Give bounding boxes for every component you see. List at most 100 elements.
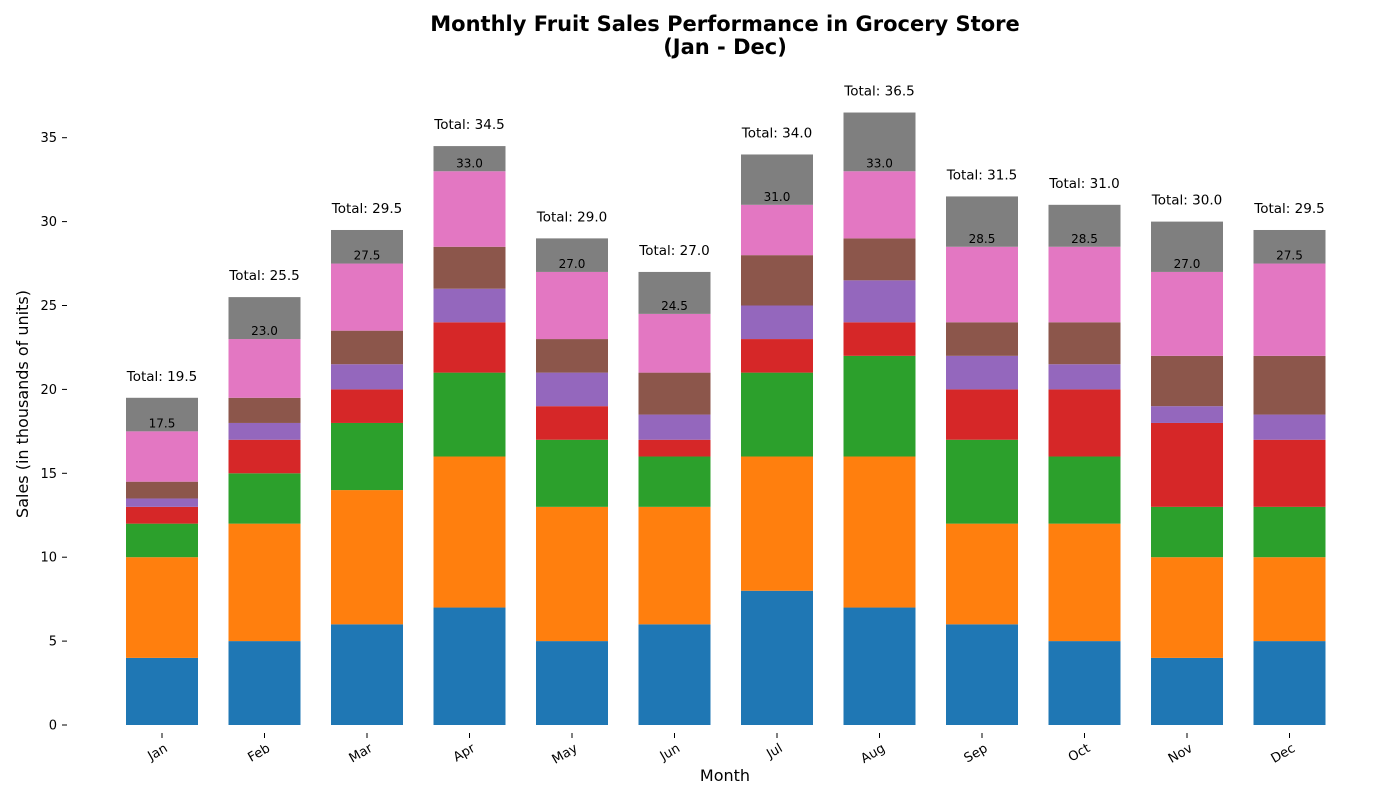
bar-segment-nov-3 [1151,506,1223,558]
total-label: Total: 34.5 [433,117,504,133]
bar-segment-mar-8 [331,229,403,264]
bar-segment-oct-5 [1048,364,1121,390]
x-tick-label: Feb [245,741,272,766]
bar-segment-aug-5 [843,280,916,323]
bar-segment-jul-8 [741,154,813,205]
total-label: Total: 31.5 [946,167,1017,183]
bar-segment-apr-2 [433,456,506,608]
bar-segment-oct-8 [1048,204,1121,247]
bar-segment-jun-6 [638,372,711,415]
y-axis: 0 5 10 15 20 25 30 35 [40,131,67,734]
bar-segment-aug-4 [843,322,916,356]
bars-layer [126,112,1326,725]
bar-segment-jan-8 [126,397,198,432]
y-tick-label: 20 [40,383,57,398]
bar-segment-aug-2 [843,456,916,608]
x-tick-label: Apr [451,741,479,766]
y-tick-label: 15 [40,467,57,482]
bar-segment-dec-7 [1253,263,1326,356]
bar-segment-apr-6 [433,246,506,289]
x-tick-label: Jan [145,741,171,765]
bar-segment-mar-2 [331,490,403,625]
bar-segment-feb-3 [228,473,301,524]
y-tick-label: 0 [49,719,57,734]
bar-segment-feb-7 [228,339,301,398]
inner-value-label: 27.0 [559,257,586,271]
chart-title-line-2: (Jan - Dec) [663,35,787,59]
bar-segment-apr-5 [433,288,506,323]
bar-segment-jan-1 [126,657,198,725]
bar-segment-sep-8 [946,196,1018,247]
inner-value-label: 33.0 [456,156,483,170]
bar-segment-nov-5 [1151,406,1223,423]
total-label: Total: 30.0 [1151,193,1222,209]
inner-value-label: 23.0 [251,324,278,338]
labels-layer: 17.5 Total: 19.5 23.0 Total: 25.5 27.5 Total:… [126,84,1325,431]
y-axis-label: Sales (in thousands of units) [13,290,32,518]
bar-segment-sep-6 [946,322,1018,356]
inner-value-label: 33.0 [866,156,893,170]
x-axis-label: Month [700,766,750,785]
y-tick-label: 30 [40,215,57,230]
y-tick-label: 10 [40,551,57,566]
x-axis: Jan Feb Mar Apr May Jun Jul Aug Sep Oct Nov Dec [145,733,1298,768]
bar-segment-feb-6 [228,397,301,423]
bar-segment-sep-1 [946,624,1018,725]
y-tick-label: 25 [40,299,57,314]
bar-segment-jun-4 [638,439,711,457]
bar-segment-may-5 [536,372,608,407]
bar-segment-nov-4 [1151,422,1223,507]
bar-segment-nov-7 [1151,271,1223,356]
bar-segment-jul-3 [741,372,813,457]
bar-segment-mar-3 [331,422,403,491]
bar-segment-jan-7 [126,431,198,482]
x-tick-label: Aug [858,741,887,767]
bar-segment-sep-4 [946,389,1018,440]
bar-segment-mar-1 [331,624,403,725]
bar-segment-dec-1 [1253,641,1326,725]
inner-value-label: 17.5 [149,416,176,430]
bar-segment-aug-1 [843,607,916,725]
bar-segment-oct-6 [1048,322,1121,365]
chart-title-line-1: Monthly Fruit Sales Performance in Groce… [430,12,1020,36]
bar-segment-dec-4 [1253,439,1326,507]
bar-segment-nov-2 [1151,557,1223,658]
x-tick-label: Oct [1066,741,1093,765]
bar-segment-dec-3 [1253,506,1326,558]
x-tick-label: Jul [763,741,785,762]
bar-segment-aug-3 [843,355,916,457]
bar-segment-jul-6 [741,255,813,306]
bar-segment-mar-6 [331,330,403,365]
bar-segment-oct-4 [1048,389,1121,457]
total-label: Total: 36.5 [843,84,914,100]
bar-segment-mar-4 [331,389,403,423]
bar-segment-may-6 [536,339,608,373]
bar-segment-apr-4 [433,322,506,373]
bar-segment-jan-4 [126,506,198,524]
x-tick-label: Nov [1166,741,1196,767]
inner-value-label: 27.5 [354,249,381,263]
total-label: Total: 29.5 [1253,201,1324,217]
inner-value-label: 31.0 [764,190,791,204]
bar-segment-oct-2 [1048,523,1121,642]
bar-segment-mar-7 [331,263,403,331]
bar-segment-feb-5 [228,422,301,440]
bar-segment-jun-8 [638,271,711,314]
total-label: Total: 29.5 [331,201,402,217]
bar-segment-sep-5 [946,355,1018,390]
bar-segment-may-2 [536,506,608,642]
bar-segment-dec-8 [1253,229,1326,264]
x-tick-label: Dec [1269,741,1298,767]
bar-segment-mar-5 [331,364,403,390]
bar-segment-feb-8 [228,297,301,340]
inner-value-label: 28.5 [1071,232,1098,246]
total-label: Total: 19.5 [126,369,197,385]
bar-segment-may-8 [536,238,608,272]
bar-segment-jun-5 [638,414,711,440]
bar-segment-nov-1 [1151,657,1223,725]
bar-segment-jun-1 [638,624,711,725]
inner-value-label: 28.5 [969,232,996,246]
bar-segment-dec-6 [1253,355,1326,415]
bar-segment-jun-3 [638,456,711,507]
